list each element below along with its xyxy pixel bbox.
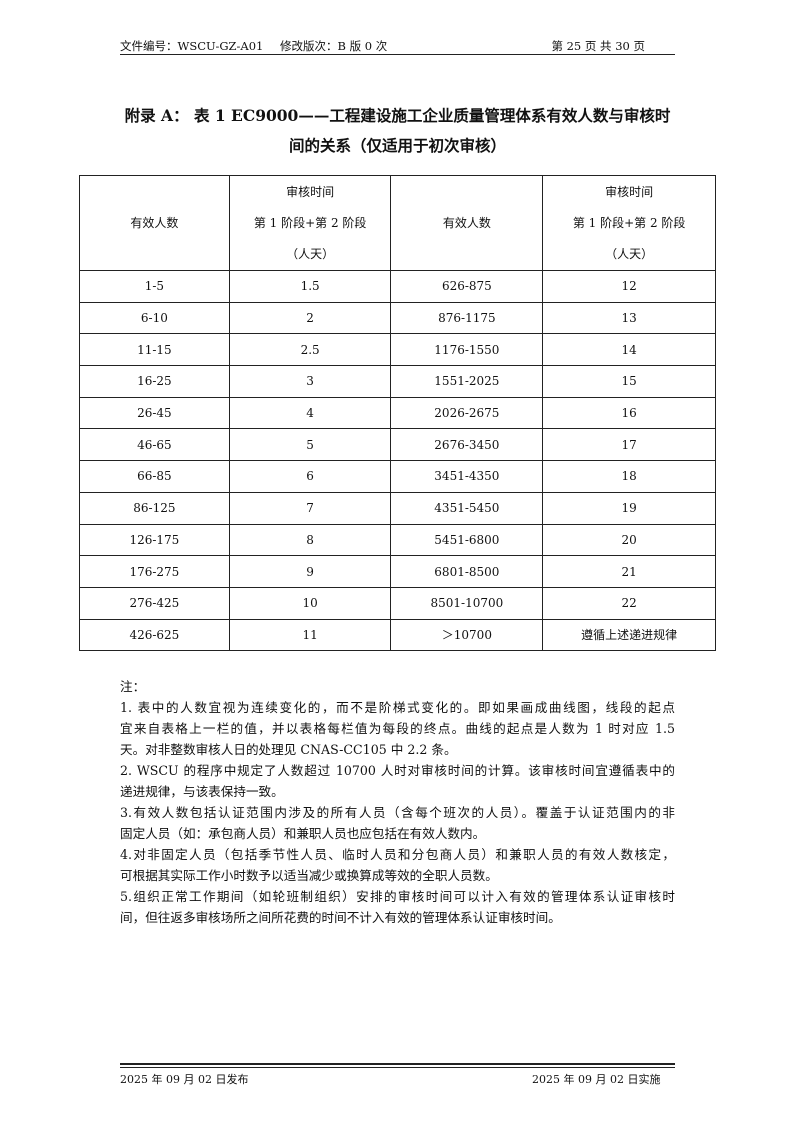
table-cell: 16 bbox=[542, 396, 716, 430]
table-row: 66-85 6 3451-4350 18 bbox=[79, 460, 716, 493]
table-cell: ＞10700 bbox=[390, 618, 544, 652]
table-cell: 6 bbox=[228, 460, 392, 493]
footer-divider bbox=[120, 1063, 675, 1065]
audit-time-table: 有效人数 审核时间第 1 阶段+第 2 阶段 （人天） 有效人数 审核时间第 1 … bbox=[79, 175, 716, 652]
table-title: 附录 A： 表 1 EC9000——工程建设施工企业质量管理体系有效人数与审核时 bbox=[124, 106, 671, 125]
table-cell: 2.5 bbox=[228, 333, 392, 367]
header-effective-persons: 有效人数 bbox=[79, 175, 230, 271]
table-cell: 276-425 bbox=[79, 586, 230, 620]
table-cell: 8501-10700 bbox=[390, 586, 544, 620]
table-row: 11-15 2.5 1176-1550 14 bbox=[79, 333, 716, 367]
table-cell: 16-25 bbox=[79, 365, 230, 398]
table-cell: 876-1175 bbox=[390, 301, 544, 335]
table-row: 16-25 3 1551-2025 15 bbox=[79, 365, 716, 398]
table-row: 126-175 8 5451-6800 20 bbox=[79, 523, 716, 557]
note-line: 可根据其实际工作小时数予以适当减少或换算成等效的全职人员数。 bbox=[120, 868, 498, 883]
note-line: 固定人员（如：承包商人员）和兼职人员也应包括在有效人数内。 bbox=[120, 826, 486, 841]
table-cell: 1551-2025 bbox=[390, 365, 544, 398]
note-line: 间，但往返多审核场所之间所花费的时间不计入有效的管理体系认证审核时间。 bbox=[120, 910, 561, 925]
table-cell: 176-275 bbox=[79, 555, 230, 588]
table-cell: 46-65 bbox=[79, 428, 230, 462]
table-cell: 26-45 bbox=[79, 396, 230, 430]
table-row: 26-45 4 2026-2675 16 bbox=[79, 396, 716, 430]
page-header: 文件编号：WSCU-GZ-A01 修改版次：B 版 0 次 第 25 页 共 3… bbox=[120, 38, 675, 55]
notes: 注： 1. 表中的人数宜视为连续变化的，而不是阶梯式变化的。即如果画成曲线图，线… bbox=[120, 676, 675, 928]
note-line: 5.组织正常工作期间（如轮班制组织）安排的审核时间可以计入有效的管理体系认证审核… bbox=[120, 889, 675, 904]
page-number: 第 25 页 共 30 页 bbox=[551, 39, 645, 53]
header-audit-time-2: 审核时间第 1 阶段+第 2 阶段 （人天） bbox=[542, 175, 716, 271]
table-row: 86-125 7 4351-5450 19 bbox=[79, 491, 716, 525]
table-header-row: 有效人数 审核时间第 1 阶段+第 2 阶段 （人天） 有效人数 审核时间第 1 … bbox=[79, 175, 716, 271]
table-cell: 626-875 bbox=[390, 270, 544, 303]
note-line: 2. WSCU 的程序中规定了人数超过 10700 人时对审核时间的计算。该审核… bbox=[120, 763, 675, 778]
table-cell: 15 bbox=[542, 365, 716, 398]
table-cell: 18 bbox=[542, 460, 716, 493]
table-cell: 2 bbox=[228, 301, 392, 335]
table-cell: 10 bbox=[228, 586, 392, 620]
table-row: 426-625 11 ＞10700 遵循上述递进规律 bbox=[79, 618, 716, 652]
table-cell: 20 bbox=[542, 523, 716, 557]
table-cell: 22 bbox=[542, 586, 716, 620]
note-line: 1. 表中的人数宜视为连续变化的，而不是阶梯式变化的。即如果画成曲线图，线段的起… bbox=[120, 700, 675, 715]
effective-date: 2025 年 09 月 02 日实施 bbox=[532, 1073, 661, 1086]
table-row: 176-275 9 6801-8500 21 bbox=[79, 555, 716, 588]
table-cell: 21 bbox=[542, 555, 716, 588]
table-row: 1-5 1.5 626-875 12 bbox=[79, 270, 716, 303]
table-row: 6-10 2 876-1175 13 bbox=[79, 301, 716, 335]
footer-divider-thin bbox=[120, 1067, 675, 1068]
header-audit-time: 审核时间第 1 阶段+第 2 阶段 （人天） bbox=[228, 175, 392, 271]
table-cell: 3 bbox=[228, 365, 392, 398]
issue-date: 2025 年 09 月 02 日发布 bbox=[120, 1073, 249, 1086]
table-cell: 6801-8500 bbox=[390, 555, 544, 588]
header-effective-persons-2: 有效人数 bbox=[390, 175, 544, 271]
table-cell: 9 bbox=[228, 555, 392, 588]
table-row: 46-65 5 2676-3450 17 bbox=[79, 428, 716, 462]
table-cell: 86-125 bbox=[79, 491, 230, 525]
table-cell: 1-5 bbox=[79, 270, 230, 303]
table-cell: 12 bbox=[542, 270, 716, 303]
table-cell: 2676-3450 bbox=[390, 428, 544, 462]
table-cell: 126-175 bbox=[79, 523, 230, 557]
table-title-cont: 间的关系（仅适用于初次审核） bbox=[288, 136, 506, 155]
table-cell: 3451-4350 bbox=[390, 460, 544, 493]
table-cell: 19 bbox=[542, 491, 716, 525]
table-cell: 11 bbox=[228, 618, 392, 652]
table-cell: 11-15 bbox=[79, 333, 230, 367]
table-cell: 66-85 bbox=[79, 460, 230, 493]
note-line: 递进规律，与该表保持一致。 bbox=[120, 784, 284, 799]
document-number: 文件编号：WSCU-GZ-A01 bbox=[120, 39, 264, 53]
table-cell: 遵循上述递进规律 bbox=[542, 618, 716, 652]
table-cell: 1.5 bbox=[228, 270, 392, 303]
table-cell: 14 bbox=[542, 333, 716, 367]
table-cell: 8 bbox=[228, 523, 392, 557]
note-line: 宜来自表格上一栏的值，并以表格每栏值为每段的终点。曲线的起点是人数为 1 时对应… bbox=[120, 721, 675, 736]
table-cell: 6-10 bbox=[79, 301, 230, 335]
table-cell: 426-625 bbox=[79, 618, 230, 652]
table-cell: 17 bbox=[542, 428, 716, 462]
table-cell: 4 bbox=[228, 396, 392, 430]
table-row: 276-425 10 8501-10700 22 bbox=[79, 586, 716, 620]
note-line: 3.有效人数包括认证范围内涉及的所有人员（含每个班次的人员）。覆盖于认证范围内的… bbox=[120, 805, 675, 820]
table-cell: 7 bbox=[228, 491, 392, 525]
table-cell: 2026-2675 bbox=[390, 396, 544, 430]
note-line: 天。对非整数审核人日的处理见 CNAS-CC105 中 2.2 条。 bbox=[120, 742, 457, 757]
table-cell: 13 bbox=[542, 301, 716, 335]
revision: 修改版次：B 版 0 次 bbox=[280, 39, 388, 53]
note-line: 4.对非固定人员（包括季节性人员、临时人员和分包商人员）和兼职人员的有效人数核定… bbox=[120, 847, 675, 862]
table-cell: 4351-5450 bbox=[390, 491, 544, 525]
table-cell: 1176-1550 bbox=[390, 333, 544, 367]
table-cell: 5451-6800 bbox=[390, 523, 544, 557]
table-cell: 5 bbox=[228, 428, 392, 462]
notes-label: 注： bbox=[120, 679, 146, 694]
